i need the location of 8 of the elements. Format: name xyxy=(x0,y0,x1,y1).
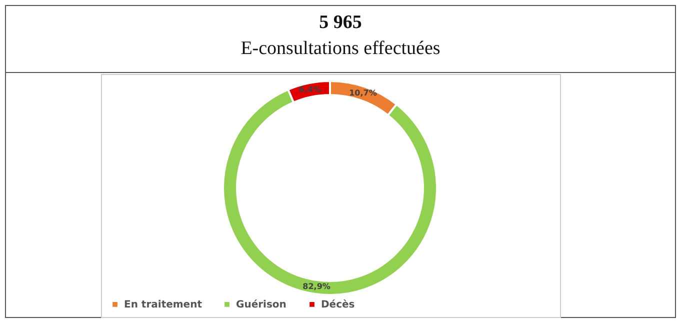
legend-label: En traitement xyxy=(124,299,202,310)
data-label: 10,7% xyxy=(349,88,377,98)
data-label: 82,9% xyxy=(302,282,330,292)
chart-title: 5 965 xyxy=(318,11,363,34)
legend-label: Guérison xyxy=(236,299,286,310)
chart-subtitle: E-consultations effectuées xyxy=(240,37,442,60)
data-label: 6,4% xyxy=(298,85,322,94)
legend-label: Décès xyxy=(321,299,355,310)
